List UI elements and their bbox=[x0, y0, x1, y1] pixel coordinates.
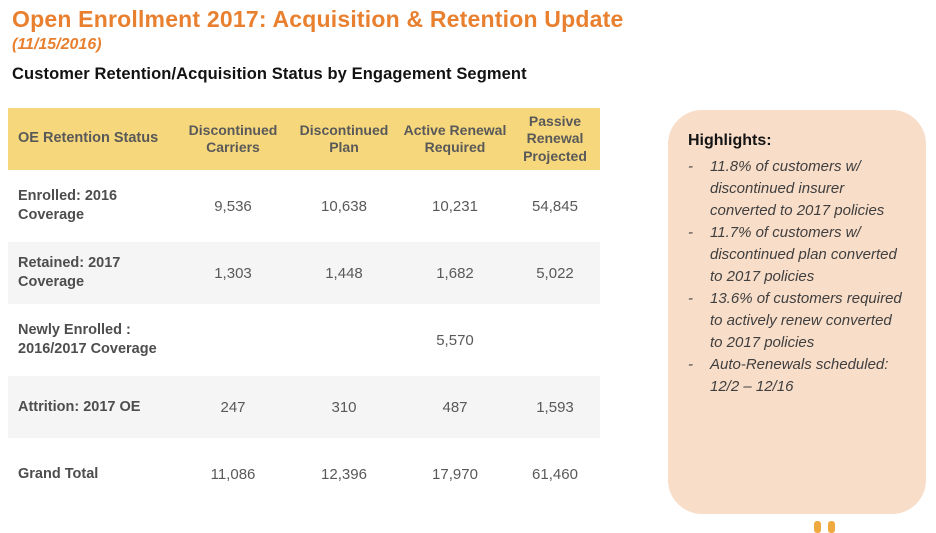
cell-value: 1,593 bbox=[536, 398, 574, 416]
table-header-row: OE Retention Status Discontinued Carrier… bbox=[8, 108, 600, 170]
table-row-enrolled-2016: Enrolled: 2016 Coverage 9,536 10,638 10,… bbox=[8, 175, 600, 237]
cell-value: 487 bbox=[442, 398, 468, 416]
cell-value: 9,536 bbox=[214, 197, 252, 215]
cell-value: 10,638 bbox=[321, 197, 367, 215]
row-label: Newly Enrolled : 2016/2017 Coverage bbox=[18, 322, 157, 357]
logo-dot bbox=[814, 521, 821, 533]
slide-date: (11/15/2016) bbox=[12, 35, 102, 53]
bullet-dash: - bbox=[688, 158, 693, 175]
cell-value bbox=[288, 336, 400, 344]
highlight-text: Auto-Renewals scheduled: 12/2 – 12/16 bbox=[710, 356, 889, 395]
cell-value: 1,303 bbox=[214, 264, 252, 282]
highlight-text: 13.6% of customers required to actively … bbox=[710, 290, 902, 351]
cell-value: 61,460 bbox=[532, 465, 578, 483]
highlight-text: 11.7% of customers w/ discontinued plan … bbox=[710, 224, 897, 285]
table-row-attrition-2017-oe: Attrition: 2017 OE 247 310 487 1,593 bbox=[8, 376, 600, 438]
highlight-item: - 11.8% of customers w/ discontinued ins… bbox=[688, 156, 908, 222]
row-label: Retained: 2017 Coverage bbox=[18, 255, 121, 290]
highlight-item: - Auto-Renewals scheduled: 12/2 – 12/16 bbox=[688, 354, 908, 398]
cell-value: 54,845 bbox=[532, 197, 578, 215]
row-label: Grand Total bbox=[18, 465, 99, 482]
column-header-active-renewal-required: Active Renewal Required bbox=[403, 121, 507, 155]
cell-value: 5,570 bbox=[436, 331, 474, 349]
section-heading: Customer Retention/Acquisition Status by… bbox=[12, 64, 527, 83]
table-row-retained-2017: Retained: 2017 Coverage 1,303 1,448 1,68… bbox=[8, 242, 600, 304]
cell-value: 1,682 bbox=[436, 264, 474, 282]
cell-value: 1,448 bbox=[325, 264, 363, 282]
cell-value: 11,086 bbox=[210, 465, 256, 483]
table-row-grand-total: Grand Total 11,086 12,396 17,970 61,460 bbox=[8, 443, 600, 505]
column-header-passive-renewal-projected: Passive Renewal Projected bbox=[523, 113, 587, 164]
column-header-oe-retention-status: OE Retention Status bbox=[18, 130, 159, 147]
cell-value: 17,970 bbox=[432, 465, 478, 483]
highlights-heading: Highlights: bbox=[688, 132, 772, 149]
bullet-dash: - bbox=[688, 224, 693, 241]
cell-value: 10,231 bbox=[432, 197, 478, 215]
cell-value: 5,022 bbox=[536, 264, 574, 282]
column-header-discontinued-plan: Discontinued Plan bbox=[299, 121, 389, 155]
cropped-logo-icon bbox=[814, 521, 835, 533]
logo-dot bbox=[828, 521, 835, 533]
cell-value bbox=[178, 336, 288, 344]
highlight-item: - 13.6% of customers required to activel… bbox=[688, 288, 908, 354]
cell-value: 247 bbox=[220, 398, 246, 416]
bullet-dash: - bbox=[688, 356, 693, 373]
cell-value: 310 bbox=[331, 398, 357, 416]
cell-value bbox=[510, 336, 600, 344]
bullet-dash: - bbox=[688, 290, 693, 307]
retention-status-table: OE Retention Status Discontinued Carrier… bbox=[8, 108, 600, 505]
highlight-item: - 11.7% of customers w/ discontinued pla… bbox=[688, 222, 908, 288]
cell-value: 12,396 bbox=[321, 465, 367, 483]
table-row-newly-enrolled: Newly Enrolled : 2016/2017 Coverage 5,57… bbox=[8, 309, 600, 371]
column-header-discontinued-carriers: Discontinued Carriers bbox=[188, 121, 278, 155]
title-block: Open Enrollment 2017: Acquisition & Rete… bbox=[12, 5, 652, 84]
highlight-text: 11.8% of customers w/ discontinued insur… bbox=[710, 158, 885, 219]
row-label: Enrolled: 2016 Coverage bbox=[18, 188, 118, 223]
highlights-panel: Highlights: - 11.8% of customers w/ disc… bbox=[668, 110, 926, 514]
row-label: Attrition: 2017 OE bbox=[18, 398, 141, 415]
slide-title: Open Enrollment 2017: Acquisition & Rete… bbox=[12, 6, 624, 32]
